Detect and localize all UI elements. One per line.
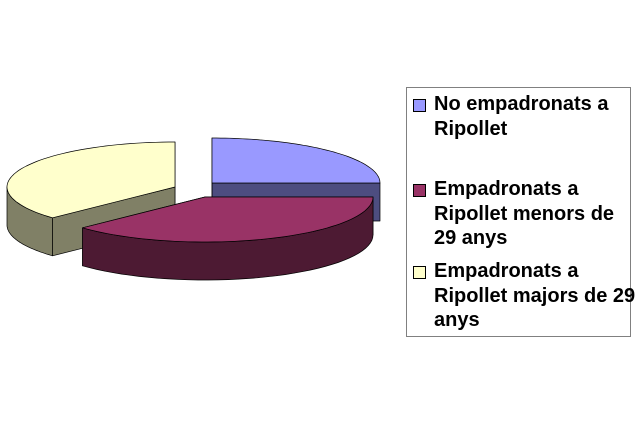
pie-slice [6,141,176,219]
pie-chart [6,137,381,281]
legend-label: No empadronats a Ripollet [434,93,609,140]
legend: No empadronats a Ripollet Empadronats a … [406,87,635,337]
legend-item: Empadronats a Ripollet majors de 29 anys [413,259,639,333]
legend-label: Empadronats a Ripollet majors de 29 anys [434,260,636,331]
legend-swatch [413,184,426,197]
pie-slice [82,196,374,243]
legend-item: Empadronats a Ripollet menors de 29 anys [413,177,639,251]
legend-item: No empadronats a Ripollet [413,92,639,141]
legend-label: Empadronats a Ripollet menors de 29 anys [434,178,615,249]
legend-swatch [413,266,426,279]
legend-swatch [413,99,426,112]
pie-slice [211,137,381,184]
